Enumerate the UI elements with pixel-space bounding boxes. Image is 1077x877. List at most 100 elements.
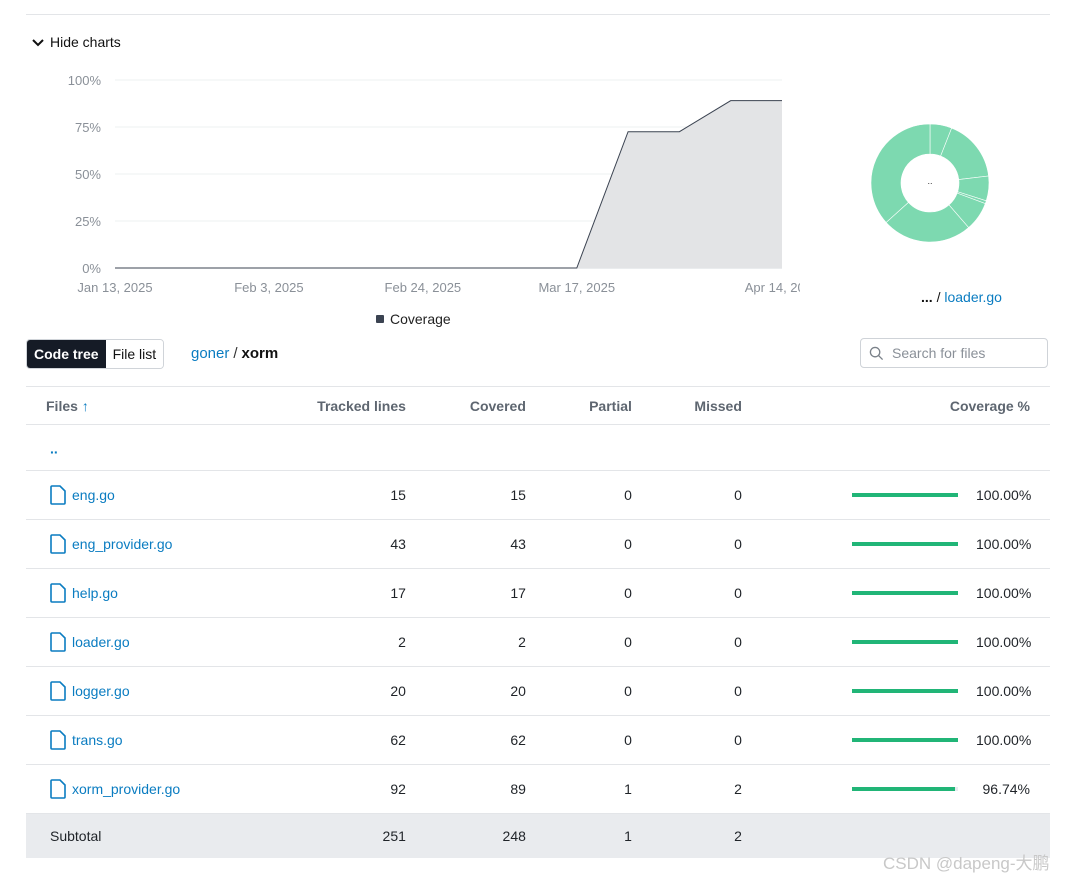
tracked-cell: 15 <box>265 470 406 520</box>
y-tick-label: 25% <box>75 214 101 229</box>
file-icon <box>50 583 66 603</box>
file-icon <box>50 681 66 701</box>
subtotal-label: Subtotal <box>26 813 266 858</box>
col-files-label: Files <box>46 397 78 414</box>
breadcrumb-sep: / <box>233 345 238 362</box>
sunburst-segment[interactable] <box>870 123 931 223</box>
col-tracked-lines[interactable]: Tracked lines <box>265 386 406 425</box>
coverage-bar-fill <box>852 591 958 595</box>
hide-charts-label: Hide charts <box>50 34 121 50</box>
sunburst-crumb-sep: / <box>936 289 941 305</box>
tracked-cell: 20 <box>265 666 406 716</box>
y-tick-label: 75% <box>75 120 101 135</box>
coverage-bar-fill <box>852 640 958 644</box>
col-covered[interactable]: Covered <box>405 386 526 425</box>
missed-cell: 0 <box>631 715 742 765</box>
file-icon <box>50 779 66 799</box>
coverage-percent: 96.74% <box>982 781 1030 797</box>
partial-cell: 0 <box>525 666 632 716</box>
covered-cell: 2 <box>405 617 526 667</box>
coverage-bar <box>852 542 958 546</box>
file-cell: logger.go <box>26 666 266 716</box>
legend-swatch <box>376 315 384 323</box>
y-tick-label: 50% <box>75 167 101 182</box>
coverage-bar <box>852 787 958 791</box>
file-icon <box>50 632 66 652</box>
subtotal-row: Subtotal 251 248 1 2 <box>26 813 1050 858</box>
legend-label: Coverage <box>390 311 451 327</box>
subtotal-missed: 2 <box>631 813 742 858</box>
breadcrumb-current: xorm <box>241 345 279 362</box>
coverage-percent: 100.00% <box>976 732 1032 748</box>
covered-cell: 62 <box>405 715 526 765</box>
search-icon <box>869 346 884 360</box>
coverage-percent: 100.00% <box>976 487 1032 503</box>
file-cell: loader.go <box>26 617 266 667</box>
file-link[interactable]: eng_provider.go <box>72 536 173 552</box>
col-files[interactable]: Files ↑ <box>26 386 266 425</box>
missed-cell: 0 <box>631 666 742 716</box>
file-link[interactable]: trans.go <box>72 732 123 748</box>
coverage-area <box>115 100 782 269</box>
table-row[interactable]: xorm_provider.go 92 89 1 2 96.74% <box>26 764 1050 814</box>
code-tree-button[interactable]: Code tree <box>27 340 106 368</box>
file-cell: xorm_provider.go <box>26 764 266 814</box>
coverage-cell: 96.74% <box>741 764 1050 814</box>
col-partial[interactable]: Partial <box>525 386 632 425</box>
file-list-button[interactable]: File list <box>105 340 164 368</box>
table-row[interactable]: eng_provider.go 43 43 0 0 100.00% <box>26 519 1050 569</box>
file-link[interactable]: eng.go <box>72 487 115 503</box>
search-input[interactable] <box>890 344 1044 362</box>
coverage-cell: 100.00% <box>741 715 1050 765</box>
coverage-percent: 100.00% <box>976 536 1032 552</box>
partial-cell: 1 <box>525 764 632 814</box>
missed-cell: 0 <box>631 617 742 667</box>
x-tick-label: Feb 3, 2025 <box>234 280 303 295</box>
x-tick-label: Apr 14, 2025 <box>745 280 800 295</box>
y-tick-label: 0% <box>82 261 101 276</box>
parent-dir-row[interactable]: .. <box>26 424 1050 471</box>
chevron-down-icon <box>32 39 44 47</box>
file-link[interactable]: loader.go <box>72 634 130 650</box>
sunburst-breadcrumb: ... / loader.go <box>921 289 1002 305</box>
table-row[interactable]: trans.go 62 62 0 0 100.00% <box>26 715 1050 765</box>
sunburst-crumb-root[interactable]: ... <box>921 289 933 305</box>
file-cell: trans.go <box>26 715 266 765</box>
sort-arrow-icon: ↑ <box>81 397 89 414</box>
coverage-cell: 100.00% <box>741 666 1050 716</box>
partial-cell: 0 <box>525 519 632 569</box>
missed-cell: 0 <box>631 470 742 520</box>
chart-legend: Coverage <box>376 311 451 327</box>
sunburst-crumb-file[interactable]: loader.go <box>944 289 1002 305</box>
table-row[interactable]: loader.go 2 2 0 0 100.00% <box>26 617 1050 667</box>
files-table: Files ↑ Tracked lines Covered Partial Mis… <box>26 386 1050 858</box>
top-divider <box>26 14 1050 15</box>
sunburst-center-label: .. <box>927 176 932 186</box>
col-coverage[interactable]: Coverage % <box>741 386 1050 425</box>
file-icon <box>50 730 66 750</box>
hide-charts-toggle[interactable]: Hide charts <box>30 34 121 50</box>
file-cell: eng.go <box>26 470 266 520</box>
breadcrumb: goner / xorm <box>191 345 278 362</box>
coverage-bar-fill <box>852 493 958 497</box>
col-missed[interactable]: Missed <box>631 386 742 425</box>
covered-cell: 17 <box>405 568 526 618</box>
sunburst-chart[interactable]: .. <box>868 121 992 245</box>
tracked-cell: 17 <box>265 568 406 618</box>
table-row[interactable]: help.go 17 17 0 0 100.00% <box>26 568 1050 618</box>
x-tick-label: Jan 13, 2025 <box>77 280 152 295</box>
file-link[interactable]: help.go <box>72 585 118 601</box>
parent-dir-link[interactable]: .. <box>50 440 58 457</box>
coverage-bar <box>852 591 958 595</box>
coverage-cell: 100.00% <box>741 568 1050 618</box>
coverage-percent: 100.00% <box>976 683 1032 699</box>
file-link[interactable]: xorm_provider.go <box>72 781 181 797</box>
covered-cell: 89 <box>405 764 526 814</box>
covered-cell: 20 <box>405 666 526 716</box>
table-row[interactable]: logger.go 20 20 0 0 100.00% <box>26 666 1050 716</box>
subtotal-covered: 248 <box>405 813 526 858</box>
file-link[interactable]: logger.go <box>72 683 130 699</box>
breadcrumb-root-link[interactable]: goner <box>191 345 230 362</box>
coverage-bar-fill <box>852 787 955 791</box>
table-row[interactable]: eng.go 15 15 0 0 100.00% <box>26 470 1050 520</box>
